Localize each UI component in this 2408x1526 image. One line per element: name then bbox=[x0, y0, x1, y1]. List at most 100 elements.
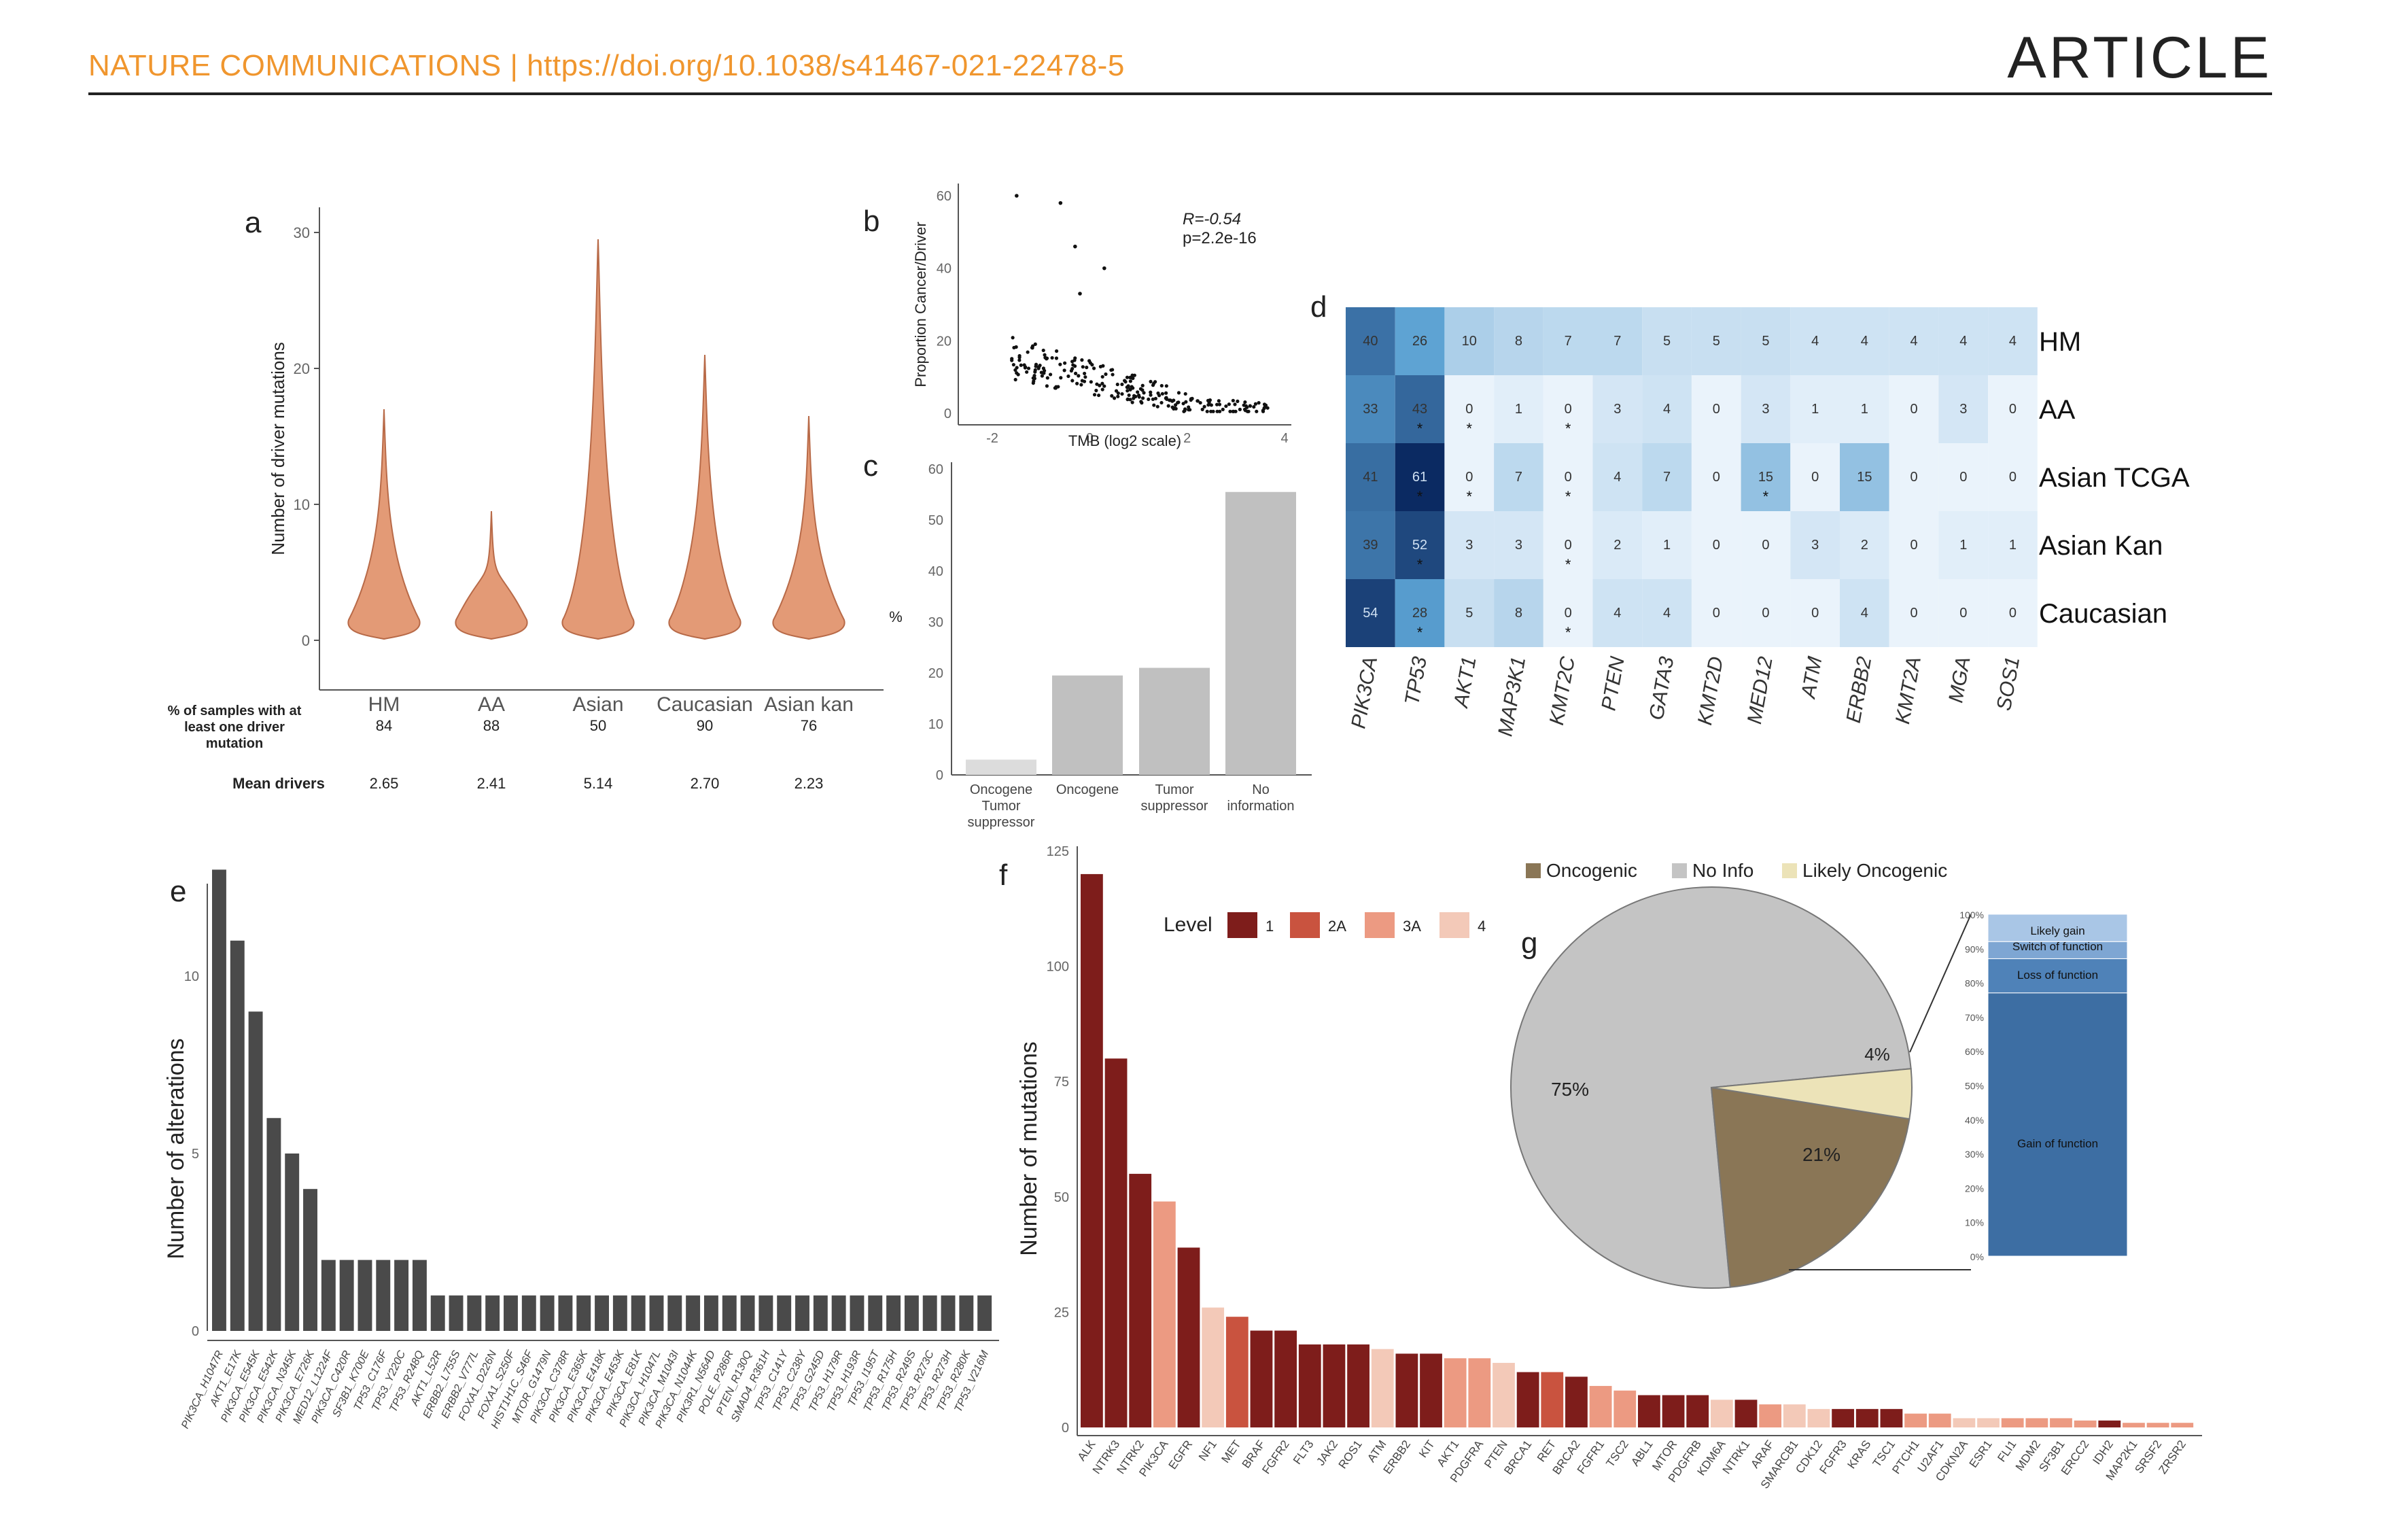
scatter-point bbox=[1238, 407, 1242, 411]
legend-label-g: Likely Oncogenic bbox=[1802, 860, 1947, 881]
heat-value: 3 bbox=[1762, 402, 1769, 417]
scatter-point bbox=[1073, 244, 1077, 249]
heat-cell bbox=[1395, 307, 1445, 375]
scatter-point bbox=[1030, 345, 1034, 350]
significance-star: * bbox=[1466, 488, 1472, 505]
scatter-point bbox=[1266, 406, 1270, 410]
x-tick-label-c: Oncogene bbox=[970, 782, 1032, 797]
bar-f bbox=[1613, 1390, 1637, 1427]
violin-hm bbox=[347, 409, 421, 640]
bar-e bbox=[357, 1260, 372, 1331]
bar-e bbox=[631, 1295, 646, 1331]
bar-e bbox=[266, 1117, 281, 1331]
scatter-point bbox=[1104, 372, 1108, 377]
scatter-point bbox=[1253, 402, 1257, 406]
x-tick-label-c: suppressor bbox=[968, 815, 1035, 830]
x-tick-label-c: Tumor bbox=[981, 799, 1020, 814]
pie-label: 4% bbox=[1864, 1044, 1890, 1064]
heat-cell bbox=[1840, 511, 1889, 579]
scatter-point bbox=[1123, 379, 1127, 383]
scatter-point bbox=[1011, 336, 1015, 340]
legend-label-g: No Info bbox=[1692, 860, 1753, 881]
bar-e bbox=[595, 1295, 610, 1331]
scatter-point bbox=[1111, 372, 1115, 377]
bar-e bbox=[777, 1295, 792, 1331]
legend-label-g: Oncogenic bbox=[1546, 860, 1637, 881]
scatter-point bbox=[1257, 401, 1261, 405]
scatter-point bbox=[1025, 370, 1029, 374]
stack-tick-label: 80% bbox=[1965, 978, 1984, 989]
scatter-point bbox=[1243, 409, 1248, 413]
bar-f bbox=[2074, 1420, 2097, 1427]
scatter-point bbox=[1217, 402, 1222, 406]
panel-label-e: e bbox=[170, 875, 186, 908]
bar-f bbox=[1250, 1330, 1273, 1427]
y-tick-label-b: 20 bbox=[937, 334, 952, 349]
heat-row-label: AA bbox=[2039, 395, 2076, 425]
y-tick-label-b: 0 bbox=[944, 406, 952, 421]
scatter-point bbox=[1083, 375, 1087, 379]
stack-segment bbox=[1987, 992, 2128, 1257]
bar-f bbox=[2001, 1418, 2024, 1427]
significance-star: * bbox=[1417, 488, 1423, 505]
bar-f bbox=[1783, 1404, 1806, 1427]
stack-tick-label: 90% bbox=[1965, 943, 1984, 954]
stack-label: Switch of function bbox=[2012, 940, 2103, 953]
scatter-point bbox=[1066, 374, 1070, 379]
scatter-point bbox=[1120, 382, 1124, 387]
doi-link[interactable]: https://doi.org/10.1038/s41467-021-22478… bbox=[527, 49, 1125, 82]
scatter-point bbox=[1211, 409, 1215, 413]
bar-f bbox=[1347, 1344, 1369, 1427]
scatter-point bbox=[1077, 374, 1081, 378]
heat-row-label: Asian Kan bbox=[2039, 531, 2163, 561]
scatter-point bbox=[1136, 390, 1140, 394]
scatter-point bbox=[1048, 372, 1053, 377]
y-tick-label-f: 75 bbox=[1054, 1075, 1069, 1090]
scatter-point bbox=[1263, 403, 1268, 407]
scatter-point bbox=[1063, 361, 1067, 365]
heat-value: 1 bbox=[1515, 402, 1522, 417]
journal-name: NATURE COMMUNICATIONS bbox=[88, 49, 502, 82]
scatter-point bbox=[1026, 350, 1030, 354]
journal-header: NATURE COMMUNICATIONS | https://doi.org/… bbox=[88, 49, 1125, 83]
heat-cell bbox=[1889, 511, 1939, 579]
bar-f bbox=[2025, 1418, 2048, 1427]
stack-tick-label: 40% bbox=[1965, 1115, 1984, 1126]
scatter-point bbox=[1147, 397, 1151, 402]
bar-f bbox=[1177, 1247, 1200, 1427]
scatter-point bbox=[1014, 345, 1018, 349]
bar-e bbox=[941, 1295, 956, 1331]
y-tick-label-f: 0 bbox=[1062, 1421, 1069, 1436]
scatter-point bbox=[1092, 393, 1097, 397]
heat-cell bbox=[1592, 375, 1643, 443]
heat-cell bbox=[1741, 307, 1791, 375]
scatter-point bbox=[1233, 402, 1237, 406]
scatter-point bbox=[1013, 377, 1017, 382]
bar-f bbox=[1081, 873, 1103, 1427]
bar-f bbox=[1371, 1349, 1394, 1427]
heat-cell bbox=[1543, 443, 1593, 511]
driver-pct-value: 88 bbox=[483, 717, 500, 734]
mean-drivers-value: 5.14 bbox=[584, 775, 613, 792]
scatter-point bbox=[1094, 388, 1098, 393]
bar-e bbox=[540, 1295, 555, 1331]
heat-value: 4 bbox=[2009, 334, 2017, 349]
scatter-point bbox=[1078, 292, 1082, 296]
heat-value: 0 bbox=[1565, 538, 1572, 553]
scatter-point bbox=[1181, 402, 1185, 406]
heat-value: 5 bbox=[1762, 334, 1769, 349]
scatter-point bbox=[1153, 396, 1157, 400]
heat-cell bbox=[1988, 443, 2038, 511]
bar-f bbox=[1298, 1344, 1321, 1427]
heat-cell bbox=[1543, 579, 1593, 647]
heat-value: 39 bbox=[1363, 538, 1378, 553]
scatter-point bbox=[1080, 358, 1084, 362]
significance-star: * bbox=[1565, 556, 1571, 573]
y-tick-label-e: 5 bbox=[192, 1147, 199, 1162]
scatter-point bbox=[1097, 393, 1101, 398]
bar-e bbox=[667, 1295, 682, 1331]
scatter-point bbox=[1156, 391, 1160, 396]
scatter-point bbox=[1236, 399, 1240, 403]
heat-value: 15 bbox=[1758, 470, 1773, 485]
